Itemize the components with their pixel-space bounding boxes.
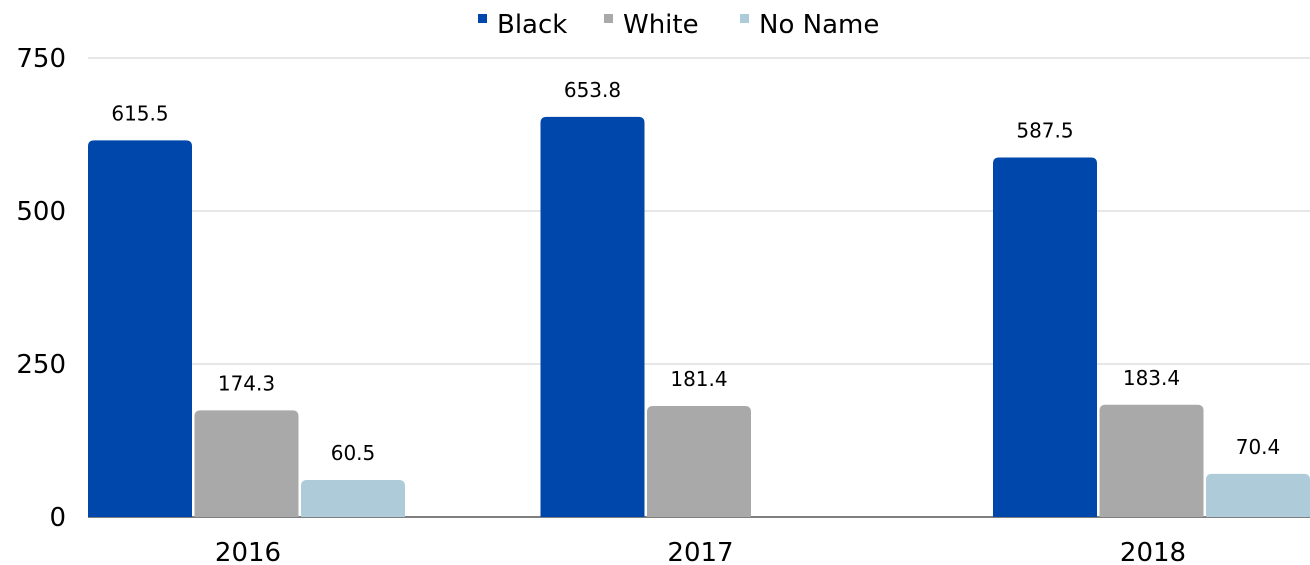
x-tick-label: 2017 (667, 538, 733, 565)
legend-swatch-no-name (740, 14, 749, 23)
legend-label: White (623, 10, 699, 40)
data-label: 70.4 (1236, 435, 1281, 459)
bar-white-2017 (647, 405, 751, 517)
legend-swatch-white (604, 14, 613, 23)
y-axis: 0 250 500 750 (16, 44, 66, 533)
bar-black-2018 (993, 157, 1097, 517)
data-label: 653.8 (564, 78, 621, 102)
bar-no-name-2016 (301, 479, 405, 517)
data-label: 174.3 (218, 371, 275, 395)
x-axis: 2016 2017 2018 (215, 538, 1186, 565)
data-label: 587.5 (1016, 118, 1073, 142)
bar-black-2017 (540, 116, 645, 518)
y-tick-label: 0 (49, 503, 66, 533)
data-label: 60.5 (331, 441, 376, 465)
data-label: 181.4 (670, 367, 727, 391)
y-tick-label: 500 (16, 197, 66, 227)
bar-no-name-2018 (1206, 473, 1310, 517)
legend: Black White No Name (478, 10, 879, 40)
x-tick-label: 2016 (215, 538, 281, 565)
data-labels: 615.5 174.3 60.5 653.8 181.4 587.5 183.4 70.4 (111, 78, 1280, 465)
bar-white-2016 (194, 410, 299, 517)
legend-swatch-black (478, 14, 487, 23)
legend-label: Black (497, 10, 567, 40)
legend-label: No Name (759, 10, 879, 40)
y-tick-label: 250 (16, 350, 66, 380)
y-tick-label: 750 (16, 44, 66, 74)
bars (88, 116, 1310, 518)
x-tick-label: 2018 (1120, 538, 1186, 565)
data-label: 183.4 (1123, 366, 1180, 390)
bar-white-2018 (1099, 404, 1204, 517)
data-label: 615.5 (111, 101, 168, 125)
bar-black-2016 (88, 140, 192, 517)
